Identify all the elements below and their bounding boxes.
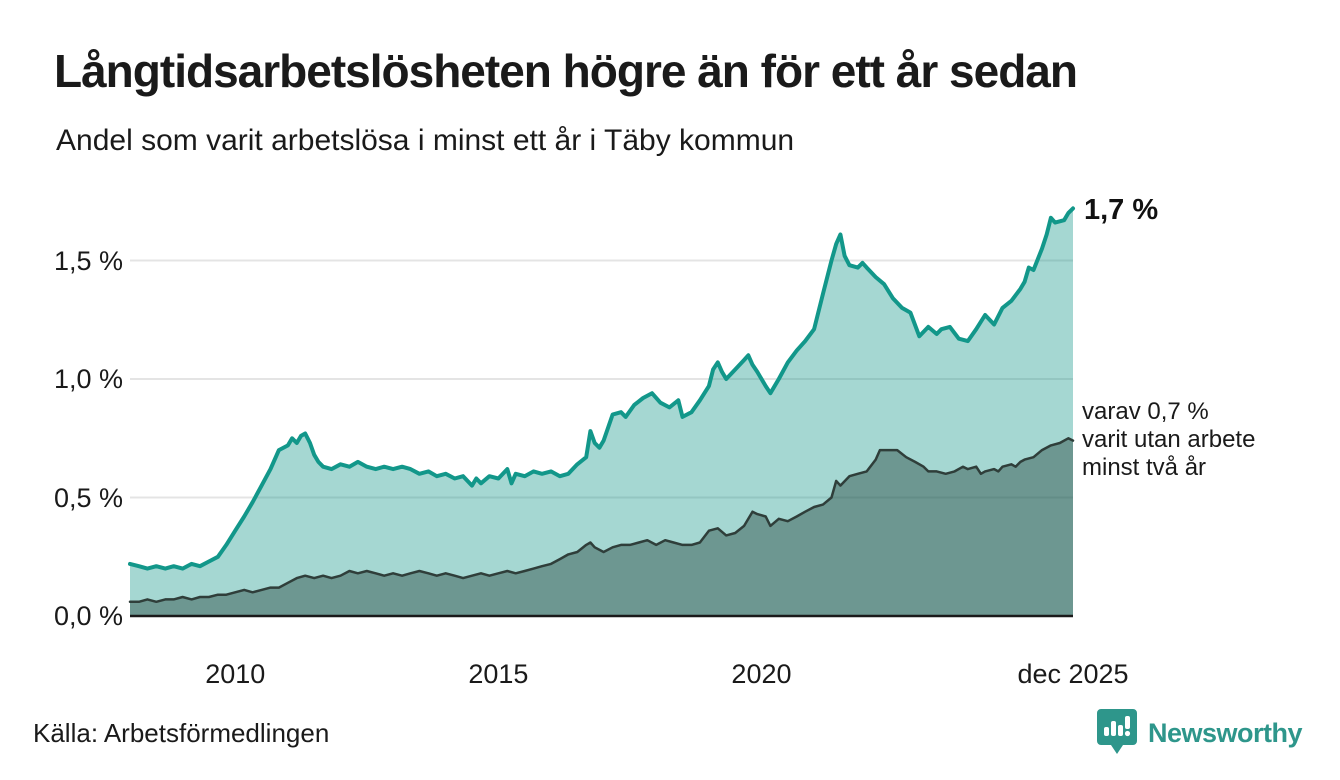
x-axis-label: 2010	[205, 659, 266, 689]
y-axis-label: 0,5 %	[53, 482, 123, 513]
series2-end-annotation: varav 0,7 % varit utan arbete minst två …	[1082, 398, 1255, 482]
series2-annotation-line3: minst två år	[1082, 454, 1207, 481]
source-note: Källa: Arbetsförmedlingen	[33, 718, 330, 748]
x-axis-label: dec 2025	[1017, 659, 1129, 689]
newsworthy-bubble-icon	[1096, 709, 1137, 754]
y-axis-label: 1,5 %	[53, 245, 123, 276]
y-axis-label: 1,0 %	[53, 364, 123, 394]
page-subtitle: Andel som varit arbetslösa i minst ett å…	[56, 124, 795, 157]
series2-annotation-line2: varit utan arbete	[1082, 426, 1256, 453]
brand-name: Newsworthy	[1147, 717, 1303, 748]
series1-end-value-label: 1,7 %	[1084, 194, 1159, 226]
x-axis-label: 2020	[731, 659, 792, 689]
page-title: Långtidsarbetslösheten högre än för ett …	[54, 45, 1078, 97]
series2-annotation-line1: varav 0,7 %	[1082, 398, 1209, 425]
x-axis-label: 2015	[468, 659, 529, 689]
y-axis-label: 0,0 %	[53, 601, 123, 631]
brand-logo: Newsworthy	[1096, 708, 1303, 758]
